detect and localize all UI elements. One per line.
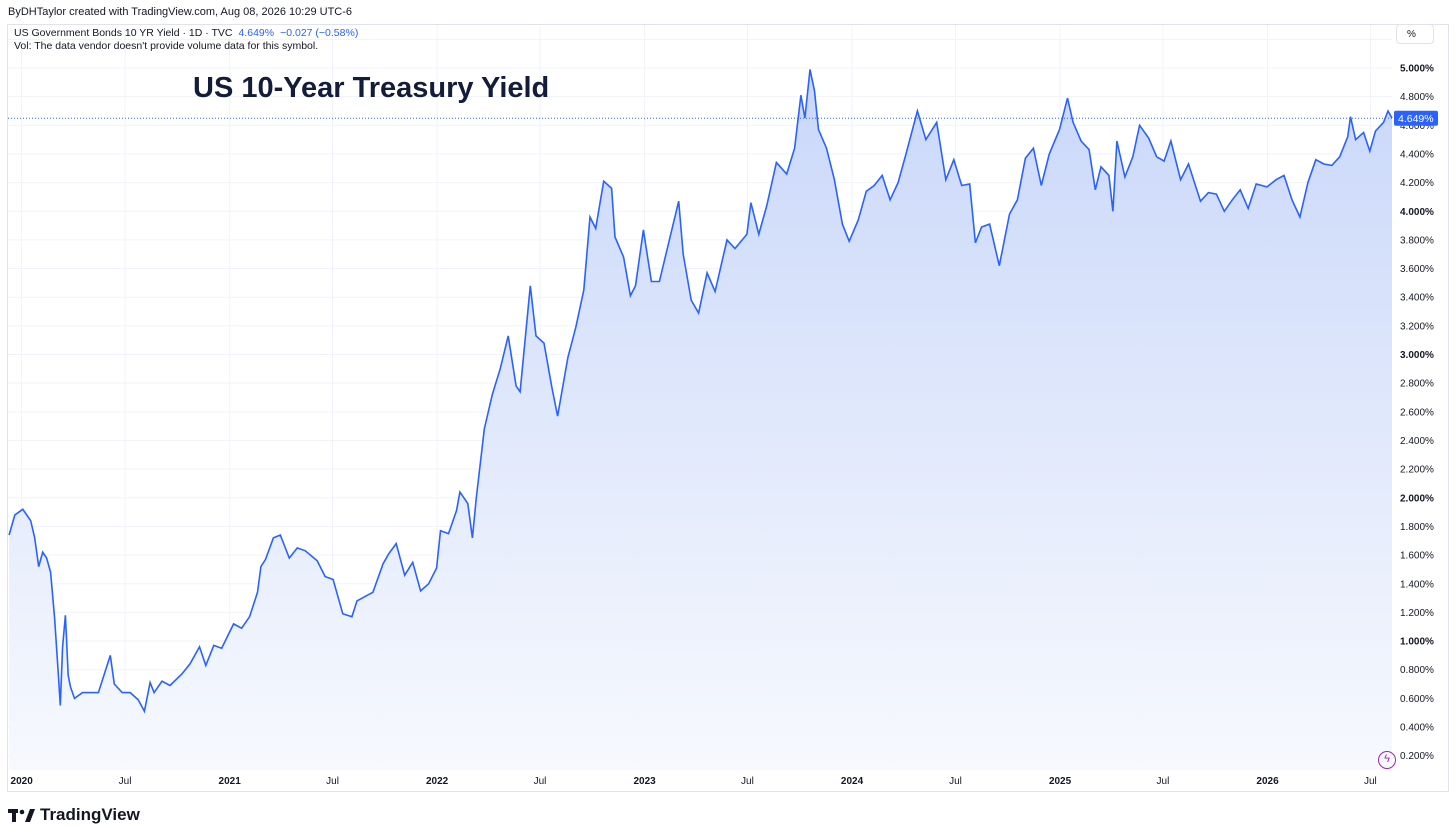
y-tick-label: 3.000%	[1400, 350, 1434, 361]
y-tick-label: 4.600%	[1400, 121, 1434, 132]
x-tick-label: 2024	[841, 776, 864, 787]
y-tick-label: 0.200%	[1400, 751, 1434, 762]
y-tick-label: 4.400%	[1400, 149, 1434, 160]
y-tick-label: 3.200%	[1400, 321, 1434, 332]
y-tick-label: 5.000%	[1400, 63, 1434, 74]
percent-scale-button[interactable]: %	[1396, 24, 1434, 44]
lightning-icon[interactable]: ϟ	[1378, 751, 1396, 769]
y-tick-label: 3.800%	[1400, 235, 1434, 246]
y-tick-label: 2.200%	[1400, 465, 1434, 476]
last-value-text: 4.649%	[1398, 113, 1434, 125]
x-tick-label: 2026	[1256, 776, 1279, 787]
y-tick-label: 0.400%	[1400, 723, 1434, 734]
y-tick-label: 1.600%	[1400, 551, 1434, 562]
y-tick-label: 3.600%	[1400, 264, 1434, 275]
y-tick-label: 2.600%	[1400, 407, 1434, 418]
x-tick-label: 2020	[11, 776, 34, 787]
x-tick-label: Jul	[1157, 776, 1170, 787]
y-tick-label: 0.600%	[1400, 694, 1434, 705]
y-tick-label: 4.000%	[1400, 207, 1434, 218]
legend-change: −0.027 (−0.58%)	[280, 27, 359, 39]
y-tick-label: 1.800%	[1400, 522, 1434, 533]
y-tick-label: 0.800%	[1400, 665, 1434, 676]
symbol-name[interactable]: US Government Bonds 10 YR Yield · 1D · T…	[14, 27, 233, 39]
x-tick-label: 2022	[426, 776, 449, 787]
x-tick-label: Jul	[326, 776, 339, 787]
y-tick-label: 1.200%	[1400, 608, 1434, 619]
chart-title: US 10-Year Treasury Yield	[193, 72, 549, 104]
y-tick-label: 1.400%	[1400, 579, 1434, 590]
x-tick-label: 2021	[219, 776, 242, 787]
y-tick-label: 4.800%	[1400, 92, 1434, 103]
attribution-text: ByDHTaylor created with TradingView.com,…	[8, 6, 353, 18]
y-tick-label: 2.000%	[1400, 493, 1434, 504]
y-tick-label: 4.200%	[1400, 178, 1434, 189]
x-tick-label: Jul	[534, 776, 547, 787]
y-tick-label: 2.800%	[1400, 379, 1434, 390]
x-tick-label: 2023	[633, 776, 656, 787]
x-axis[interactable]: 2020 Jul 2021 Jul 2022 Jul 2023 Jul 2024 Jul 2025 J…	[11, 776, 1377, 787]
last-value-label: 4.649%	[1394, 110, 1438, 126]
legend-last-value: 4.649%	[238, 27, 275, 39]
y-tick-label: 1.000%	[1400, 637, 1434, 648]
series-legend: US Government Bonds 10 YR Yield · 1D · T…	[14, 27, 358, 53]
x-tick-label: Jul	[741, 776, 754, 787]
x-tick-label: Jul	[119, 776, 132, 787]
y-tick-label: 2.400%	[1400, 436, 1434, 447]
x-tick-label: Jul	[949, 776, 962, 787]
brand-logo[interactable]: TradingView	[8, 804, 140, 826]
x-tick-label: Jul	[1364, 776, 1377, 787]
brand-name: TradingView	[40, 805, 140, 824]
y-tick-label: 3.400%	[1400, 293, 1434, 304]
tradingview-logo-icon	[8, 809, 35, 822]
x-tick-label: 2025	[1049, 776, 1072, 787]
yield-area-fill	[9, 69, 1393, 770]
y-axis[interactable]: 0.200% 0.400% 0.600% 0.800% 1.000% 1.200% 1.40…	[1400, 35, 1434, 762]
yield-series-line	[8, 69, 1393, 714]
volume-note: Vol: The data vendor doesn't provide vol…	[14, 40, 319, 52]
